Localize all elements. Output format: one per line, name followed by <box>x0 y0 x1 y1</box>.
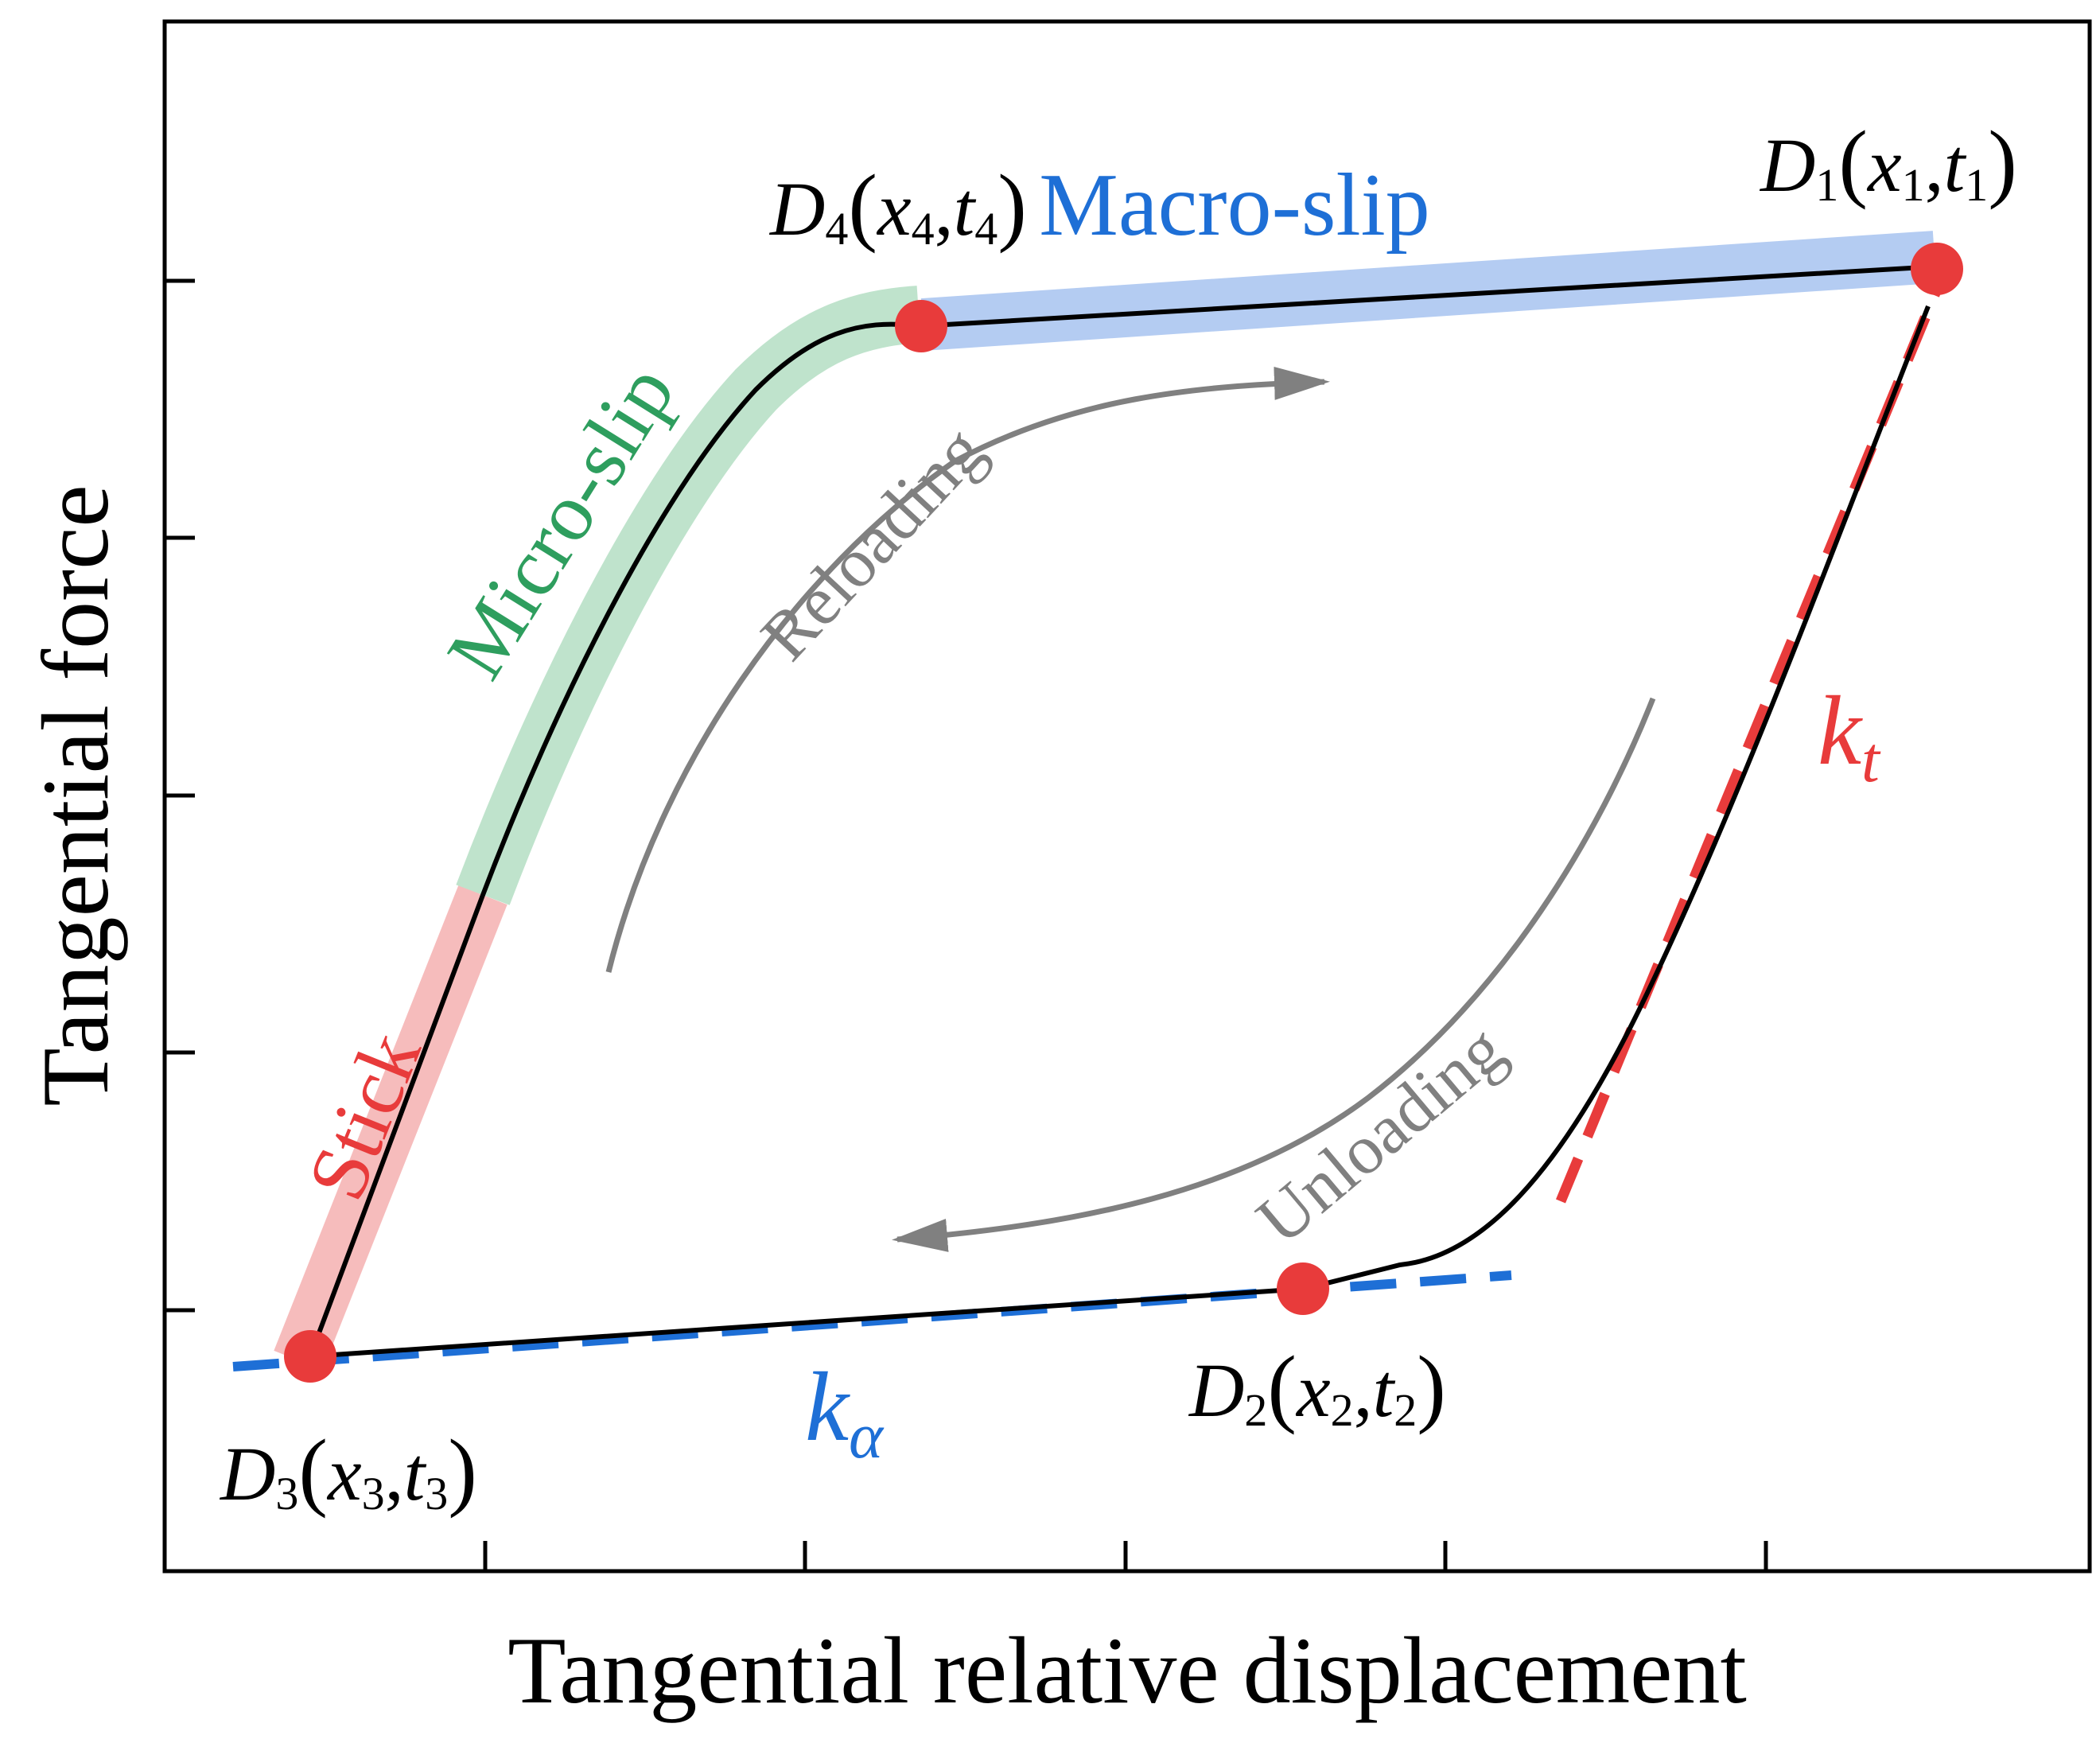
kt-label: kt <box>1818 676 1881 796</box>
unloading-label: Unloading <box>1243 1010 1519 1259</box>
ka-label: kα <box>805 1352 885 1472</box>
d4-label: D4(x4,t4) <box>768 157 1027 255</box>
macro-slip-band <box>920 231 1937 351</box>
reloading-label: Reloading <box>747 412 1000 675</box>
point-d3 <box>284 1330 336 1383</box>
y-axis-label: Tangential force <box>22 484 128 1106</box>
y-ticks <box>165 278 195 1313</box>
x-ticks <box>483 1541 1768 1571</box>
point-d1 <box>1911 243 1963 295</box>
d3-label: D3(x3,t3) <box>219 1422 477 1519</box>
unloading-curve <box>309 305 1931 1359</box>
unloading-arrow <box>892 697 1656 1252</box>
x-axis-label: Tangential relative displacement <box>508 1617 1747 1723</box>
d1-label: D1(x1,t1) <box>1759 113 2017 211</box>
point-d4 <box>895 300 947 352</box>
reloading-arrow <box>605 366 1330 973</box>
loading-curve <box>308 264 1938 1358</box>
d2-label: D2(x2,t2) <box>1188 1338 1446 1436</box>
macro-slip-label: Macro-slip <box>1039 156 1429 255</box>
point-d2 <box>1277 1262 1329 1315</box>
